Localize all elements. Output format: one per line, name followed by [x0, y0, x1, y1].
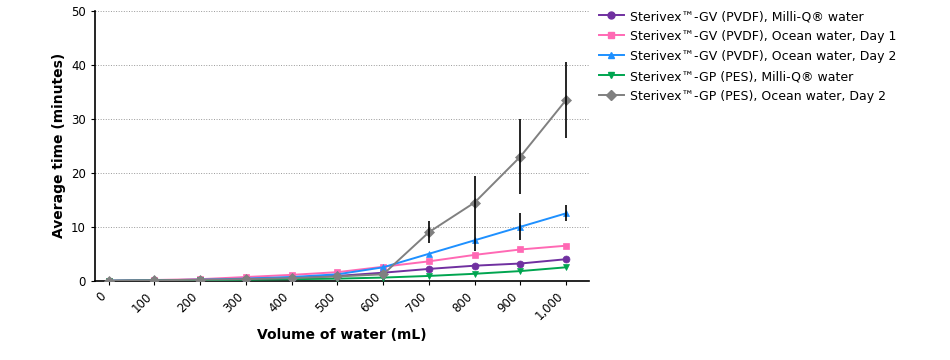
- Legend: Sterivex™-GV (PVDF), Milli-Q® water, Sterivex™-GV (PVDF), Ocean water, Day 1, St: Sterivex™-GV (PVDF), Milli-Q® water, Ste…: [594, 5, 902, 108]
- Y-axis label: Average time (minutes): Average time (minutes): [51, 53, 66, 238]
- X-axis label: Volume of water (mL): Volume of water (mL): [257, 328, 427, 342]
